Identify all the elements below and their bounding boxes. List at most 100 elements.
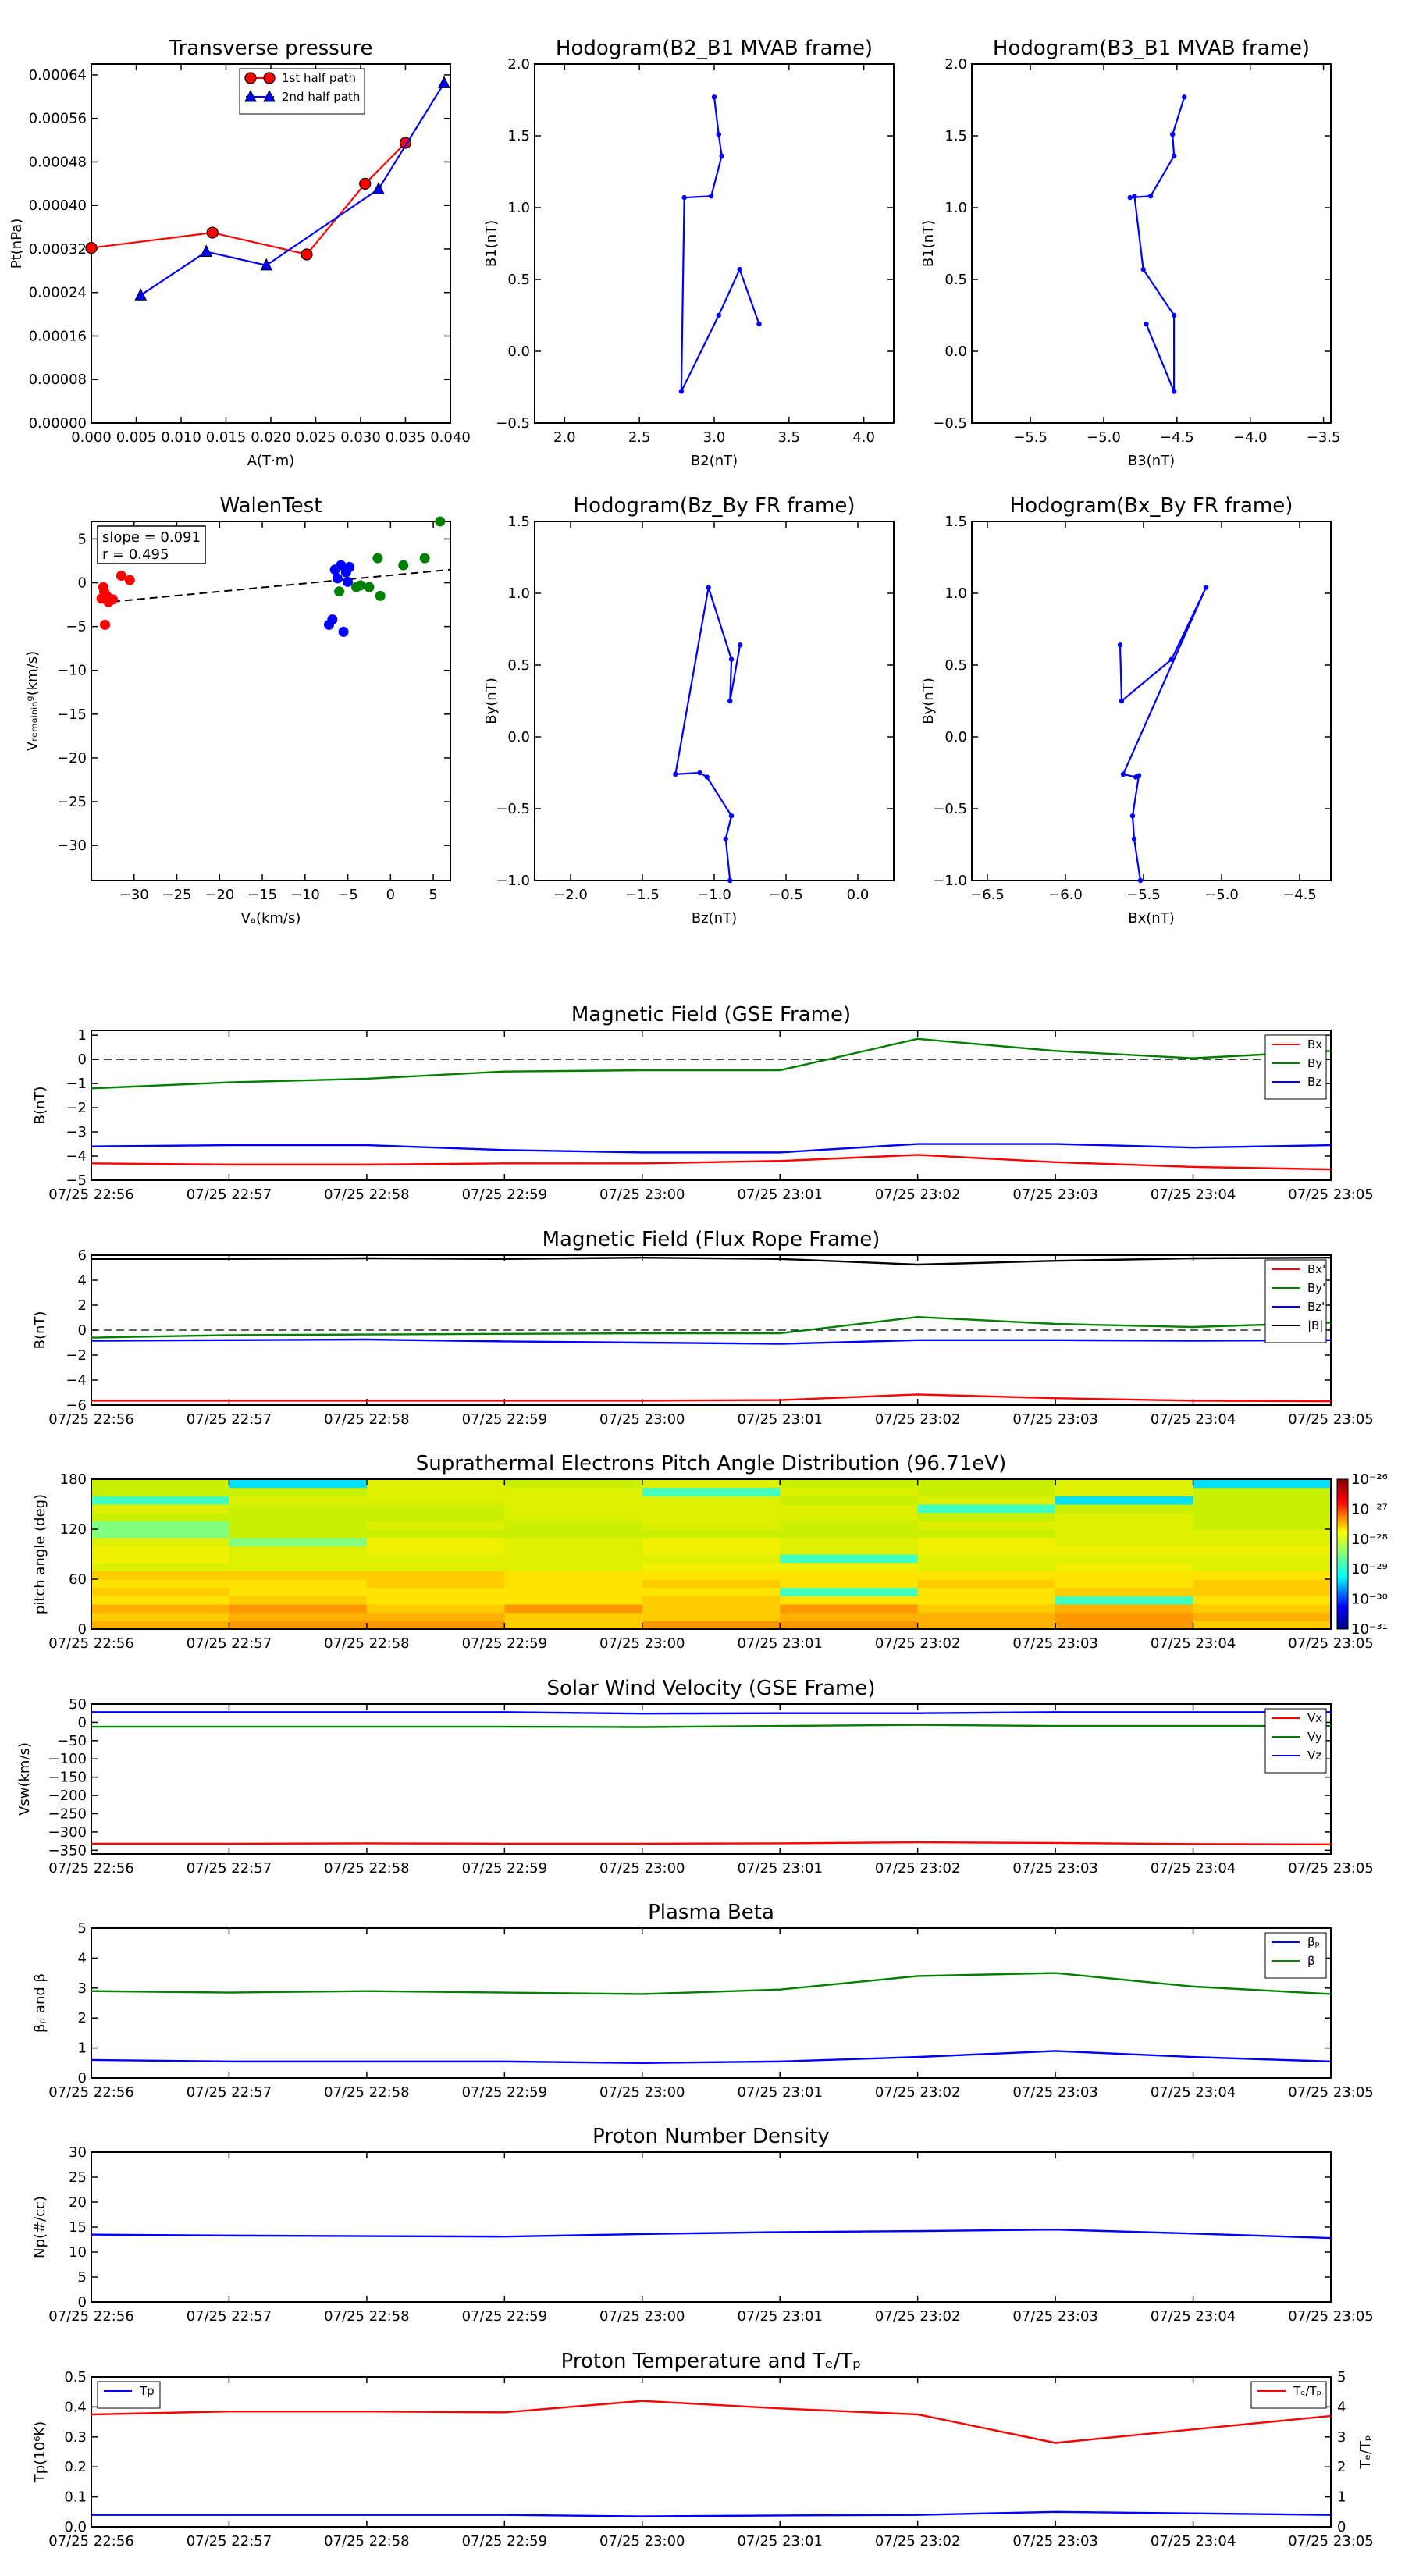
vsw-legend: Vx Vy Vz — [1264, 1708, 1327, 1774]
h3-ytick-label: −0.5 — [496, 801, 530, 817]
pad-heatmap-cell — [780, 1512, 919, 1521]
tp-xtick-label: 0.015 — [206, 429, 247, 446]
h4-data-point — [1117, 642, 1123, 648]
pad-heatmap-cell — [366, 1546, 505, 1555]
tp-xtick-label: 0.020 — [251, 429, 291, 446]
tp-data-point — [372, 182, 385, 194]
h3-data-point — [728, 656, 735, 662]
pad-xtick-label: 07/25 22:57 — [187, 1635, 272, 1652]
mag-series-Bz — [91, 1143, 1332, 1154]
walen-xtick-label: −5 — [337, 887, 358, 903]
pad-heatmap-cell — [504, 1554, 643, 1564]
vsw-series-Vx — [91, 1841, 1332, 1846]
np-ytick-label: 20 — [69, 2194, 87, 2211]
beta-ytick-label: 5 — [78, 1920, 87, 1937]
temp-xtick-label: 07/25 23:02 — [875, 2533, 960, 2549]
pad-heatmap-cell — [780, 1587, 919, 1596]
h2-ytick-label: 0.5 — [944, 272, 967, 288]
temp-y2tick-label: 4 — [1337, 2399, 1346, 2415]
pad-heatmap-cell — [917, 1537, 1056, 1546]
pad-heatmap-cell — [229, 1596, 368, 1605]
h4-xtick-label: −6.0 — [1048, 887, 1083, 903]
pad-heatmap-cell — [91, 1521, 229, 1530]
np-xtick-label: 07/25 22:56 — [48, 2308, 133, 2325]
walen-data-point — [351, 582, 362, 592]
h1-data-point — [681, 194, 687, 201]
magfr-xtick-label: 07/25 23:01 — [737, 1411, 822, 1428]
pad-heatmap-cell — [504, 1504, 643, 1514]
np-xtick-label: 07/25 22:59 — [462, 2308, 547, 2325]
h4-ytick-label: −0.5 — [933, 801, 967, 817]
h1-xlabel: B2(nT) — [691, 453, 738, 469]
h3-xtick-label: 0.0 — [847, 887, 870, 903]
vsw-xtick-label: 07/25 23:00 — [599, 1860, 685, 1877]
pad-heatmap-cell — [366, 1504, 505, 1514]
h1-ylabel: B1(nT) — [483, 220, 500, 267]
h1-data-point — [737, 266, 742, 272]
h1-xtick-label: 2.5 — [628, 429, 651, 446]
beta-ytick-label: 4 — [78, 1950, 87, 1966]
pad-heatmap-cell — [917, 1487, 1056, 1496]
magfr-xtick-label: 07/25 22:56 — [48, 1411, 133, 1428]
pad-heatmap-cell — [917, 1512, 1056, 1521]
np-ytick-label: 25 — [69, 2169, 87, 2186]
magfr-legend-label: |B| — [1307, 1318, 1323, 1332]
np-xtick-label: 07/25 23:03 — [1012, 2308, 1097, 2325]
h4-ylabel: By(nT) — [920, 678, 937, 724]
walen-data-point — [338, 626, 349, 637]
temp-axes-frame — [91, 2376, 1332, 2528]
beta-xtick-label: 07/25 23:00 — [599, 2084, 685, 2101]
pad-heatmap-cell — [91, 1596, 229, 1605]
mag-ytick-label: −1 — [66, 1076, 87, 1092]
pad-heatmap-cell — [1055, 1554, 1194, 1564]
pad-heatmap-cell — [1055, 1496, 1194, 1505]
walen-data-point — [398, 560, 409, 571]
h3-ytick-label: 1.5 — [507, 514, 530, 530]
mag-ytick-label: −5 — [66, 1172, 87, 1189]
h2-ytick-label: −0.5 — [933, 415, 967, 432]
mag-ytick-label: 1 — [78, 1027, 87, 1044]
magfr-xtick-label: 07/25 23:02 — [875, 1411, 960, 1428]
walen-data-point — [107, 594, 118, 605]
pad-heatmap-cell — [1193, 1496, 1332, 1505]
pad-heatmap-cell — [504, 1512, 643, 1521]
pad-heatmap-cell — [229, 1529, 368, 1539]
pad-heatmap-cell — [91, 1537, 229, 1546]
mag-xtick-label: 07/25 22:59 — [462, 1187, 547, 1203]
pad-heatmap-cell — [504, 1521, 643, 1530]
walen-data-point — [419, 553, 430, 564]
temp-panel: Proton Temperature and Tₑ/Tₚ 0.0 0.1 0.2 0.3… — [32, 2350, 1374, 2549]
mag-legend: Bx By Bz — [1264, 1034, 1327, 1100]
pad-heatmap-cell — [1055, 1612, 1194, 1621]
pad-xtick-label: 07/25 23:04 — [1151, 1635, 1236, 1652]
vsw-series-Vz — [91, 1711, 1331, 1715]
pad-heatmap-cell — [366, 1479, 505, 1489]
temp-xtick-label: 07/25 23:05 — [1288, 2533, 1373, 2549]
pad-heatmap-cell — [1193, 1554, 1332, 1564]
tp-legend-marker — [244, 89, 257, 102]
magfr-ytick-label: 0 — [78, 1322, 87, 1339]
walen-data-point — [372, 553, 383, 564]
tp-xtick-label: 0.035 — [386, 429, 426, 446]
h4-ytick-label: 0.0 — [944, 729, 967, 745]
walen-data-point — [332, 573, 343, 584]
tp-ylabel: Pt(nPa) — [9, 219, 25, 269]
pad-heatmap-cell — [1055, 1529, 1194, 1539]
pad-heatmap-cell — [1055, 1596, 1194, 1605]
pad-heatmap-cell — [917, 1496, 1056, 1505]
tp-data-point — [206, 226, 219, 239]
h2-panel: Hodogram(B3_B1 MVAB frame) −0.5 0.0 0.5 1.0 1… — [920, 37, 1340, 469]
h1-panel: Hodogram(B2_B1 MVAB frame) −0.5 0.0 0.5 1.0 1… — [483, 37, 895, 469]
pad-heatmap-cell — [1055, 1504, 1194, 1514]
temp-xtick-label: 07/25 22:59 — [462, 2533, 547, 2549]
magfr-legend: Bx' By' Bz' |B| — [1264, 1259, 1327, 1343]
temp-xtick-label: 07/25 23:00 — [599, 2533, 685, 2549]
mag-xtick-label: 07/25 23:00 — [599, 1187, 685, 1203]
pad-heatmap-cell — [917, 1579, 1056, 1589]
tp-ytick-label: 0.00040 — [29, 197, 87, 214]
temp-xtick-label: 07/25 22:58 — [324, 2533, 409, 2549]
h1-ytick-label: 1.0 — [507, 200, 530, 216]
h4-xtick-label: −4.5 — [1282, 887, 1317, 903]
h4-series-line — [1119, 587, 1208, 881]
h1-ytick-label: 2.0 — [507, 56, 530, 73]
